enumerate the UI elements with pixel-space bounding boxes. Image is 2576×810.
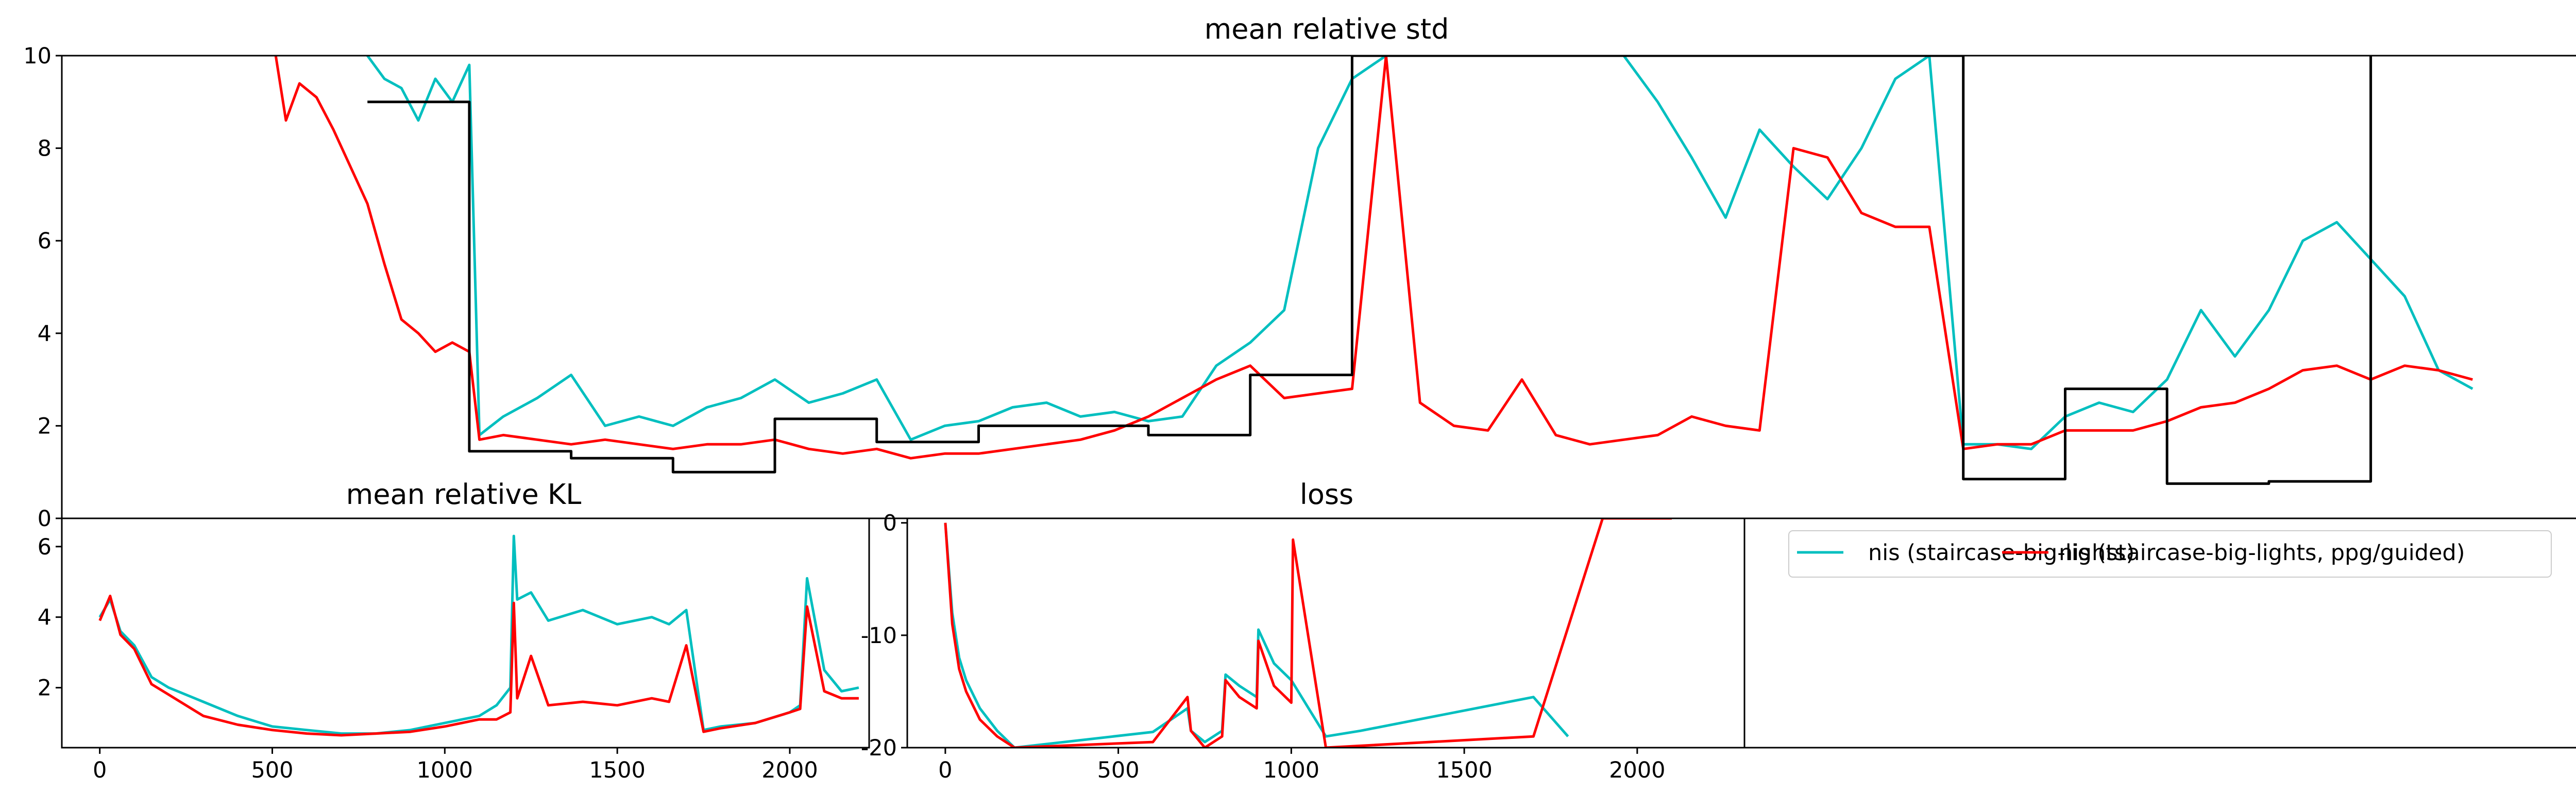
loss-y-tick-label: -20	[861, 735, 897, 761]
loss-x-tick-label: 1500	[1436, 757, 1492, 783]
kl-x-tick-label: 2000	[761, 757, 818, 783]
loss-x-tick-label: 500	[1097, 757, 1140, 783]
kl-series-nis-ppg-guided	[98, 595, 859, 737]
kl-y-tick-label: 2	[38, 676, 52, 701]
std-series-group	[274, 56, 2473, 485]
legend-label-nis-ppg: nis (staircase-big-lights, ppg/guided)	[2059, 540, 2465, 566]
loss-x-tick-label: 1000	[1263, 757, 1319, 783]
kl-x-tick-label: 1000	[417, 757, 473, 783]
kl-series-nis	[98, 534, 859, 735]
std-chart-title: mean relative std	[1205, 13, 1449, 45]
loss-series-nis-ppg-guided	[944, 518, 1672, 748]
kl-x-tick-label: 1500	[589, 757, 645, 783]
std-series-nis-ppg-guided	[274, 56, 2473, 460]
std-y-tick-label: 0	[38, 506, 52, 532]
kl-plot-frame	[61, 517, 870, 749]
kl-series-group	[98, 534, 859, 737]
loss-series-group	[944, 518, 1672, 748]
legend-panel-frame	[1743, 517, 2576, 749]
std-y-tick-label: 8	[38, 136, 52, 162]
std-y-tick-label: 2	[38, 413, 52, 439]
kl-axes: 2 4 6 0 500 1000 1500 2000	[38, 534, 818, 783]
kl-y-tick-label: 4	[38, 605, 52, 631]
std-y-tick-label: 10	[23, 43, 52, 69]
loss-panel: loss 0 -10 -20 0 500 1000 1500 2000	[861, 478, 1745, 783]
loss-x-tick-label: 2000	[1609, 757, 1665, 783]
legend: nis (staircase-big-lights) nis (staircas…	[1788, 530, 2552, 578]
legend-panel: nis (staircase-big-lights) nis (staircas…	[1743, 517, 2576, 749]
std-y-tick-label: 4	[38, 321, 52, 347]
legend-label-nis: nis (staircase-big-lights)	[1868, 540, 2134, 566]
std-panel: mean relative std 0 2 4 6 8 10	[23, 13, 2576, 532]
kl-chart-title: mean relative KL	[346, 478, 582, 511]
loss-y-tick-label: -10	[861, 623, 897, 649]
kl-x-tick-label: 500	[251, 757, 293, 783]
loss-x-tick-label: 0	[938, 757, 952, 783]
loss-series-nis	[944, 522, 1569, 748]
std-plot-frame	[61, 55, 2576, 519]
std-series-target-staircase	[367, 56, 2372, 485]
loss-plot-frame	[906, 517, 1745, 749]
loss-chart-title: loss	[1300, 478, 1353, 511]
legend-box	[1788, 530, 2552, 578]
std-y-tick-label: 6	[38, 228, 52, 254]
loss-y-tick-label: 0	[883, 511, 897, 536]
kl-y-tick-label: 6	[38, 534, 52, 560]
loss-axes: 0 -10 -20 0 500 1000 1500 2000	[861, 511, 1666, 783]
std-y-axis: 0 2 4 6 8 10	[23, 43, 62, 532]
kl-x-tick-label: 0	[93, 757, 107, 783]
